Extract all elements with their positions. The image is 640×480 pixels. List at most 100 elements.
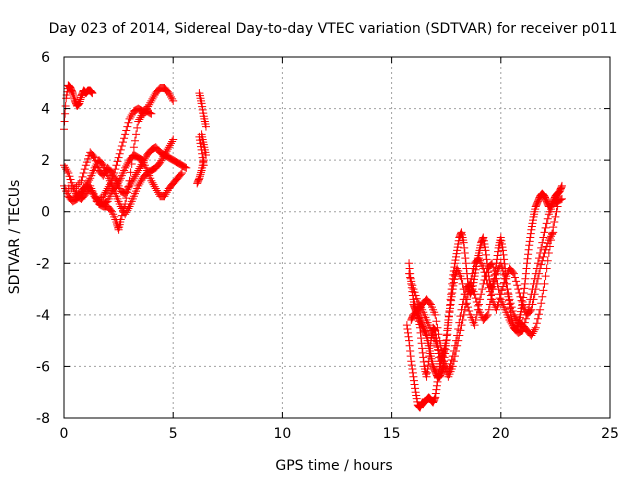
data-point [498, 246, 507, 255]
data-point [454, 236, 463, 245]
data-point [93, 163, 102, 172]
data-point [540, 248, 549, 257]
data-point [132, 130, 141, 139]
data-point [457, 321, 466, 330]
data-point [129, 143, 138, 152]
data-point [68, 87, 77, 96]
y-tick-label: 6 [41, 50, 50, 66]
data-point [539, 286, 548, 295]
data-point [88, 89, 97, 98]
data-point [198, 102, 207, 111]
data-point [455, 331, 464, 340]
data-point [431, 389, 440, 398]
data-point [504, 290, 513, 299]
data-point [485, 287, 494, 296]
data-point [195, 132, 204, 141]
data-point [496, 233, 505, 242]
data-point [406, 346, 415, 355]
chart-title: Day 023 of 2014, Sidereal Day-to-day VTE… [49, 21, 618, 37]
data-point [452, 252, 461, 261]
axis-ticks: 0 5 10 15 20 25 -8 -6 -4 -2 0 2 4 6 [36, 50, 619, 442]
data-point [147, 109, 156, 118]
data-point [525, 237, 534, 246]
data-point [458, 279, 467, 288]
data-point [525, 241, 534, 250]
data-point [196, 139, 205, 148]
data-point [539, 191, 548, 200]
y-tick-label: -2 [36, 256, 50, 272]
y-tick-label: 4 [41, 102, 50, 118]
data-point [198, 149, 207, 158]
data-point [84, 154, 93, 163]
data-point [516, 292, 525, 301]
data-point [448, 362, 457, 371]
data-point [452, 346, 461, 355]
data-point [76, 95, 85, 104]
data-point [110, 169, 119, 178]
data-point [436, 352, 445, 361]
data-point [405, 336, 414, 345]
data-point [481, 272, 490, 281]
data-point [407, 361, 416, 370]
x-tick-label: 0 [60, 426, 69, 442]
data-point [70, 184, 79, 193]
data-point [471, 294, 480, 303]
data-point [497, 236, 506, 245]
data-point [529, 295, 538, 304]
data-point [505, 295, 514, 304]
data-point [130, 136, 139, 145]
data-point [450, 275, 459, 284]
data-point [548, 230, 557, 239]
data-point [90, 153, 99, 162]
data-point [91, 156, 100, 165]
data-point [63, 167, 72, 176]
data-point [431, 310, 440, 319]
data-point [77, 176, 86, 185]
data-point [530, 290, 539, 299]
data-point [517, 296, 526, 305]
data-point [437, 355, 446, 364]
data-point [494, 247, 503, 256]
data-point [442, 331, 451, 340]
data-point [480, 239, 489, 248]
data-point [470, 321, 479, 330]
data-point [430, 394, 439, 403]
data-point [451, 256, 460, 265]
data-point [480, 243, 489, 252]
data-point [433, 343, 442, 352]
data-point [512, 277, 521, 286]
data-point [419, 353, 428, 362]
data-point [444, 316, 453, 325]
data-point [543, 239, 552, 248]
data-point [196, 170, 205, 179]
data-point [432, 317, 441, 326]
data-point [471, 316, 480, 325]
data-point [460, 248, 469, 257]
data-point [82, 158, 91, 167]
data-point [495, 294, 504, 303]
data-point [450, 352, 459, 361]
data-point [542, 242, 551, 251]
data-point [489, 263, 498, 272]
data-point [434, 346, 443, 355]
data-point [408, 281, 417, 290]
data-point [536, 305, 545, 314]
data-point [74, 100, 83, 109]
data-point [418, 344, 427, 353]
data-point [439, 348, 448, 357]
data-point [523, 259, 532, 268]
data-point [460, 305, 469, 314]
data-point [462, 295, 471, 304]
data-point [454, 336, 463, 345]
data-point [106, 178, 115, 187]
y-tick-label: -6 [36, 359, 50, 375]
data-point [454, 239, 463, 248]
data-point [521, 269, 530, 278]
data-point [514, 285, 523, 294]
x-axis-label: GPS time / hours [275, 458, 392, 474]
data-point [483, 310, 492, 319]
y-tick-label: 2 [41, 153, 50, 169]
data-point [526, 306, 535, 315]
data-point [466, 279, 475, 288]
data-point [412, 294, 421, 303]
